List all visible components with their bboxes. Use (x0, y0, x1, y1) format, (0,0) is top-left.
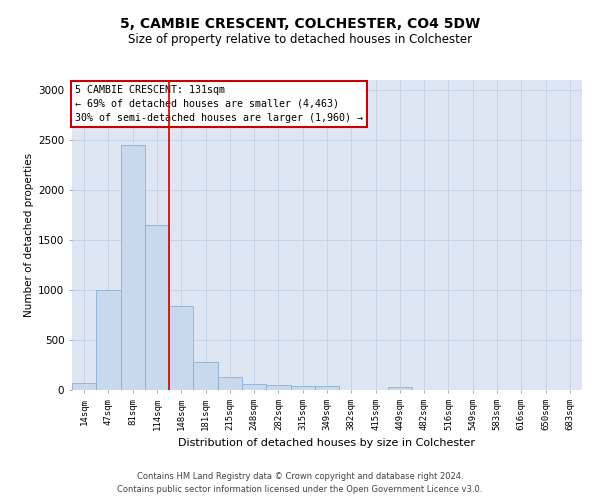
Bar (290, 386, 315, 390)
Bar (218, 377, 242, 390)
Bar (96, 290, 121, 390)
Text: 5, CAMBIE CRESCENT, COLCHESTER, CO4 5DW: 5, CAMBIE CRESCENT, COLCHESTER, CO4 5DW (120, 18, 480, 32)
Bar (388, 387, 412, 390)
Text: 5 CAMBIE CRESCENT: 131sqm
← 69% of detached houses are smaller (4,463)
30% of se: 5 CAMBIE CRESCENT: 131sqm ← 69% of detac… (74, 84, 362, 122)
Bar (266, 385, 290, 390)
Y-axis label: Number of detached properties: Number of detached properties (24, 153, 34, 317)
Bar (121, 145, 145, 390)
Bar (242, 384, 266, 390)
Bar (169, 306, 193, 390)
Bar (193, 362, 218, 390)
Bar (315, 386, 339, 390)
Text: Contains HM Land Registry data © Crown copyright and database right 2024.
Contai: Contains HM Land Registry data © Crown c… (118, 472, 482, 494)
X-axis label: Distribution of detached houses by size in Colchester: Distribution of detached houses by size … (179, 438, 476, 448)
Text: Size of property relative to detached houses in Colchester: Size of property relative to detached ho… (128, 32, 472, 46)
Bar (72, 382, 96, 390)
Bar (145, 225, 169, 390)
